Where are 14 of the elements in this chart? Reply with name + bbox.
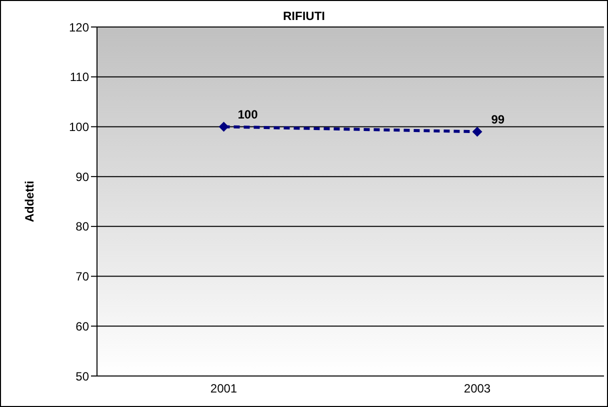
y-axis-title: Addetti [22, 180, 36, 222]
y-tick-label: 70 [76, 270, 90, 284]
data-label: 100 [238, 108, 258, 122]
y-tick-label: 110 [70, 70, 90, 84]
y-tick-label: 100 [68, 120, 90, 134]
chart-title: RIFIUTI [283, 9, 325, 23]
y-tick-label: 60 [76, 319, 90, 334]
x-tick-label: 2001 [210, 382, 238, 396]
y-tick-label: 90 [76, 170, 90, 184]
y-tick-label: 120 [68, 20, 90, 34]
y-tick-label: 80 [76, 220, 90, 234]
y-tick-label: 50 [76, 369, 90, 384]
x-tick-label: 2003 [464, 382, 491, 396]
data-label: 99 [491, 112, 505, 127]
